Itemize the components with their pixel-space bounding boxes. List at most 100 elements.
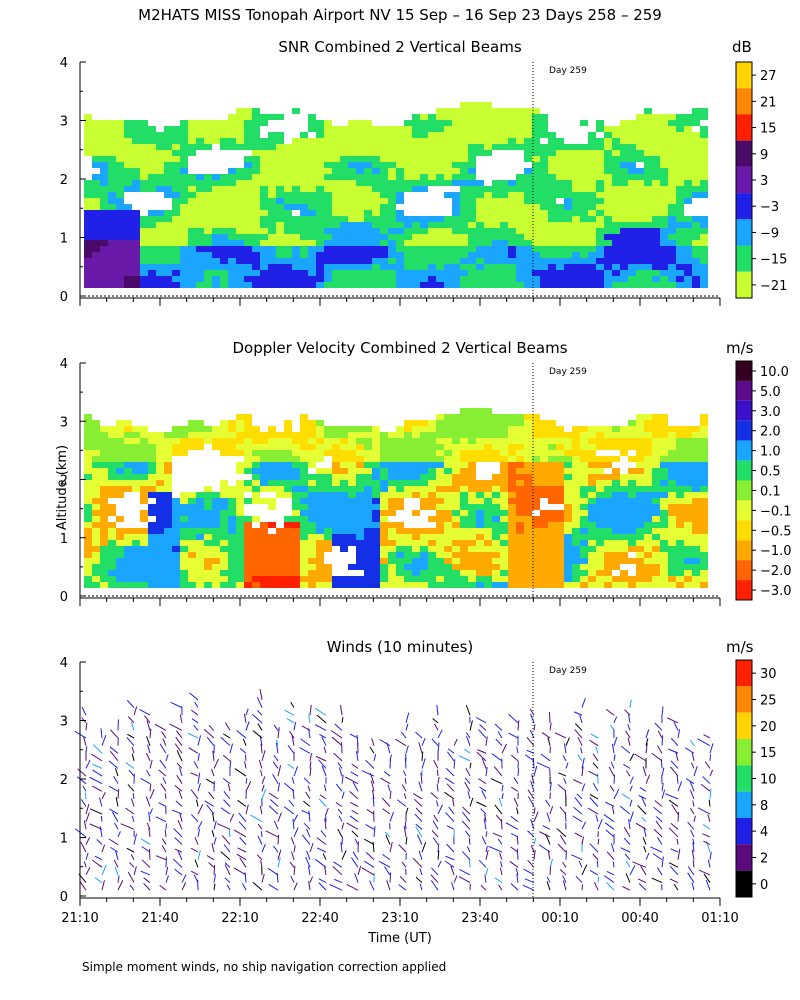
colorbar-segment (736, 400, 752, 421)
colorbar-label: 2.0 (760, 425, 781, 440)
colorbar-label: 30 (760, 667, 777, 682)
panel-3-title: Winds (10 minutes) (326, 638, 474, 656)
colorbar-segment (736, 818, 752, 845)
wind-barbs (74, 688, 714, 891)
colorbar-segment (736, 219, 752, 246)
colorbar-segment (736, 62, 752, 89)
footnote: Simple moment winds, no ship navigation … (82, 960, 447, 974)
colorbar-segment (736, 791, 752, 818)
colorbar-label: −3 (760, 200, 779, 215)
y-tick-label: 4 (60, 357, 68, 372)
colorbar-label: 0 (760, 878, 768, 893)
x-tick-label: 22:40 (301, 911, 338, 926)
panel-2-title: Doppler Velocity Combined 2 Vertical Bea… (232, 339, 568, 357)
x-tick-label: 01:10 (701, 911, 738, 926)
x-tick-label: 23:40 (461, 911, 498, 926)
colorbar-label: −9 (760, 226, 779, 241)
colorbar-label: 9 (760, 148, 768, 163)
colorbar-label: 0.1 (760, 484, 781, 499)
x-axis-label: Time (UT) (368, 931, 432, 946)
colorbar-label: 21 (760, 95, 777, 110)
colorbar-label: 25 (760, 694, 777, 709)
x-tick-label: 22:10 (221, 911, 258, 926)
colorbar-segment (736, 765, 752, 792)
colorbar-segment (736, 712, 752, 739)
colorbar-label: −1.0 (760, 544, 792, 559)
colorbar-segment (736, 420, 752, 441)
colorbar-label: −0.1 (760, 504, 792, 519)
colorbar-label: −15 (760, 253, 787, 268)
colorbar-segment (736, 686, 752, 713)
colorbar-segment (736, 460, 752, 481)
colorbar-label: 3.0 (760, 405, 781, 420)
colorbar-label: 5.0 (760, 385, 781, 400)
colorbar-segment (736, 500, 752, 521)
y-tick-label: 0 (60, 290, 68, 305)
colorbar-label: 1.0 (760, 445, 781, 460)
panel-1-units: dB (732, 38, 752, 56)
colorbar-segment (736, 540, 752, 561)
x-tick-label: 21:10 (61, 911, 98, 926)
y-tick-label: 0 (60, 590, 68, 605)
snr-heatmap (84, 102, 708, 288)
y-tick-label: 3 (60, 415, 68, 430)
x-tick-label: 23:10 (381, 911, 418, 926)
colorbar-segment (736, 660, 752, 687)
colorbar-label: 20 (760, 720, 777, 735)
colorbar-segment (736, 361, 752, 381)
colorbar-label: 8 (760, 799, 768, 814)
x-tick-label: 21:40 (141, 911, 178, 926)
x-tick-label: 00:40 (621, 911, 658, 926)
colorbar-label: −2.0 (760, 564, 792, 579)
colorbar-label: 10.0 (760, 365, 789, 380)
y-tick-label: 0 (60, 890, 68, 905)
y-tick-label: 3 (60, 115, 68, 130)
colorbar-segment (736, 88, 752, 115)
y-tick-label: 4 (60, 56, 68, 71)
y-tick-label: 3 (60, 715, 68, 730)
colorbar-segment (736, 193, 752, 220)
colorbar-segment (736, 166, 752, 194)
colorbar-label: 3 (760, 174, 768, 189)
y-tick-label: 2 (60, 773, 68, 788)
colorbar-segment (736, 739, 752, 766)
colorbar-label: 27 (760, 69, 777, 84)
colorbar-label: 2 (760, 852, 768, 867)
panel-2-units: m/s (726, 339, 754, 357)
x-tick-label: 00:10 (541, 911, 578, 926)
colorbar-segment (736, 380, 752, 401)
colorbar-segment (736, 114, 752, 141)
colorbar-label: −3.0 (760, 584, 792, 599)
colorbar-segment (736, 271, 752, 298)
colorbar-label: −21 (760, 279, 787, 294)
colorbar-segment (736, 140, 752, 167)
colorbar-segment (736, 560, 752, 581)
y-tick-label: 2 (60, 173, 68, 188)
y-tick-label: 1 (60, 532, 68, 547)
colorbar-segment (736, 870, 752, 897)
panel-3-units: m/s (726, 638, 754, 656)
colorbar-segment (736, 480, 752, 501)
colorbar-label: 15 (760, 746, 777, 761)
colorbar-segment (736, 580, 752, 600)
doppler-heatmap (84, 408, 708, 588)
day-marker-label: Day 259 (549, 666, 587, 676)
day-marker-label: Day 259 (549, 66, 587, 76)
colorbar-segment (736, 844, 752, 871)
colorbar-label: 0.5 (760, 465, 781, 480)
day-marker-label: Day 259 (549, 367, 587, 377)
colorbar-segment (736, 440, 752, 461)
y-tick-label: 1 (60, 232, 68, 247)
colorbar-label: −0.5 (760, 524, 792, 539)
y-tick-label: 2 (60, 474, 68, 489)
y-tick-label: 1 (60, 832, 68, 847)
main-title: M2HATS MISS Tonopah Airport NV 15 Sep – … (138, 6, 662, 24)
colorbar-segment (736, 520, 752, 541)
y-tick-label: 4 (60, 656, 68, 671)
panel-1-title: SNR Combined 2 Vertical Beams (278, 38, 522, 56)
colorbar-label: 4 (760, 825, 768, 840)
colorbar-frame (735, 360, 753, 601)
colorbar-label: 10 (760, 773, 777, 788)
colorbar-segment (736, 245, 752, 272)
